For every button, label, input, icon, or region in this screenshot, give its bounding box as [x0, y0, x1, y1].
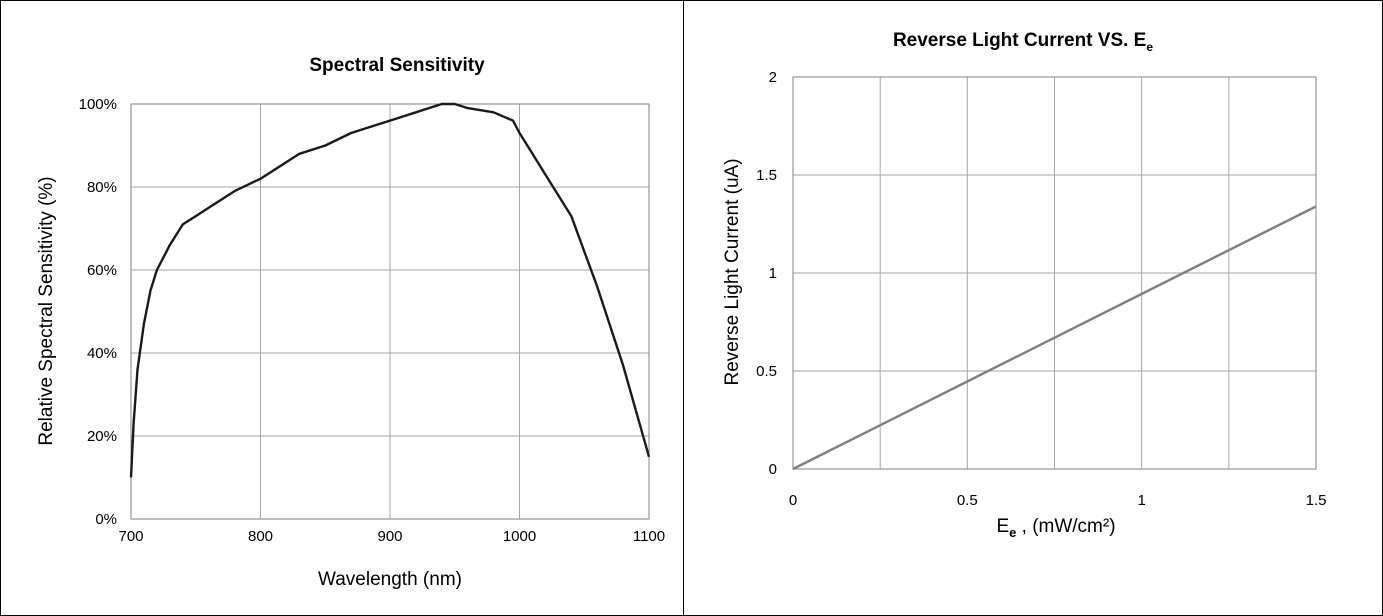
c1-x-tick-label: 1000: [503, 528, 536, 545]
c1-y-tick-label: 40%: [87, 345, 117, 362]
c2-x-tick-label: 0: [789, 492, 797, 509]
c1-y-ticks: 0% 20% 40% 60% 80% 100%: [79, 96, 117, 528]
c1-plot-area: [130, 103, 650, 520]
c2-x-label-subscript: e: [1009, 525, 1016, 540]
c2-title-subscript: e: [1146, 40, 1153, 54]
c1-x-tick-label: 700: [118, 528, 143, 545]
c1-y-tick-label: 80%: [87, 179, 117, 196]
spectral-sensitivity-chart: 700 800 900 1000 1100 0% 20% 40% 60% 80% 100% Spe…: [36, 55, 665, 590]
c1-y-tick-label: 0%: [95, 511, 117, 528]
c1-y-axis-label: Relative Spectral Sensitivity (%): [36, 176, 57, 445]
c2-series-line: [792, 205, 1317, 471]
c1-x-axis-label: Wavelength (nm): [318, 569, 462, 590]
c2-x-tick-label: 1: [1137, 492, 1145, 509]
c1-x-tick-label: 800: [248, 528, 273, 545]
c2-title: Reverse Light Current VS. Ee: [893, 30, 1153, 54]
c2-y-tick-label: 0.5: [756, 363, 777, 380]
c1-y-tick-label: 60%: [87, 262, 117, 279]
c2-y-tick-label: 1.5: [756, 167, 777, 184]
c2-x-axis-label: Ee , (mW/cm²): [996, 516, 1115, 540]
reverse-light-current-chart: 0 0.5 1 1.5 0 0.5 1 1.5 2 Reverse Light Current…: [722, 30, 1326, 540]
c1-series-line: [129, 102, 651, 478]
c2-y-tick-label: 1: [769, 265, 777, 282]
c2-x-label-main: E: [996, 516, 1009, 537]
c2-y-axis-label: Reverse Light Current (uA): [722, 158, 743, 385]
c2-y-ticks: 0 0.5 1 1.5 2: [756, 69, 777, 478]
c2-y-tick-label: 2: [769, 69, 777, 86]
c2-x-tick-label: 1.5: [1306, 492, 1327, 509]
panel-divider: [683, 0, 684, 616]
c1-title: Spectral Sensitivity: [309, 55, 485, 76]
c2-y-tick-label: 0: [769, 461, 777, 478]
c1-x-tick-label: 1100: [633, 528, 665, 545]
c1-gridlines: [130, 103, 650, 520]
c2-gridlines: [792, 76, 1317, 470]
c2-x-tick-label: 0.5: [957, 492, 978, 509]
c2-plot-area: [792, 76, 1317, 470]
c2-x-ticks: 0 0.5 1 1.5: [789, 492, 1327, 509]
c1-x-tick-label: 900: [377, 528, 402, 545]
c2-x-label-tail: , (mW/cm²): [1016, 516, 1115, 537]
c2-title-main: Reverse Light Current VS. E: [893, 30, 1146, 51]
c1-y-tick-label: 100%: [79, 96, 117, 113]
c1-x-ticks: 700 800 900 1000 1100: [118, 528, 665, 545]
c1-y-tick-label: 20%: [87, 428, 117, 445]
